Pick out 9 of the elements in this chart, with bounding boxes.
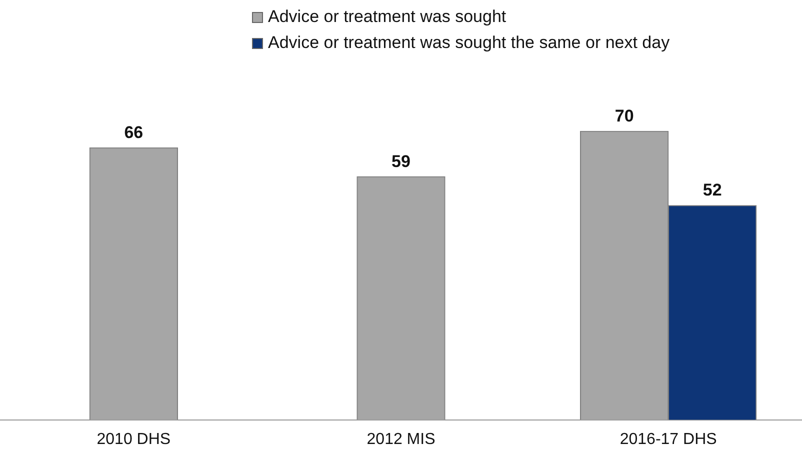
data-label: 59 [392, 152, 410, 171]
x-tick-label: 2012 MIS [366, 430, 436, 448]
data-label: 52 [702, 180, 722, 200]
legend-label: Advice or treatment was sought the same or next day [268, 33, 670, 53]
x-tick-label: 2016-17 DHS [620, 430, 717, 448]
legend-label: Advice or treatment was sought [268, 7, 506, 27]
data-label: 70 [614, 106, 634, 126]
x-tick-label: 2010 DHS [96, 430, 171, 448]
data-label: 66 [124, 122, 144, 142]
